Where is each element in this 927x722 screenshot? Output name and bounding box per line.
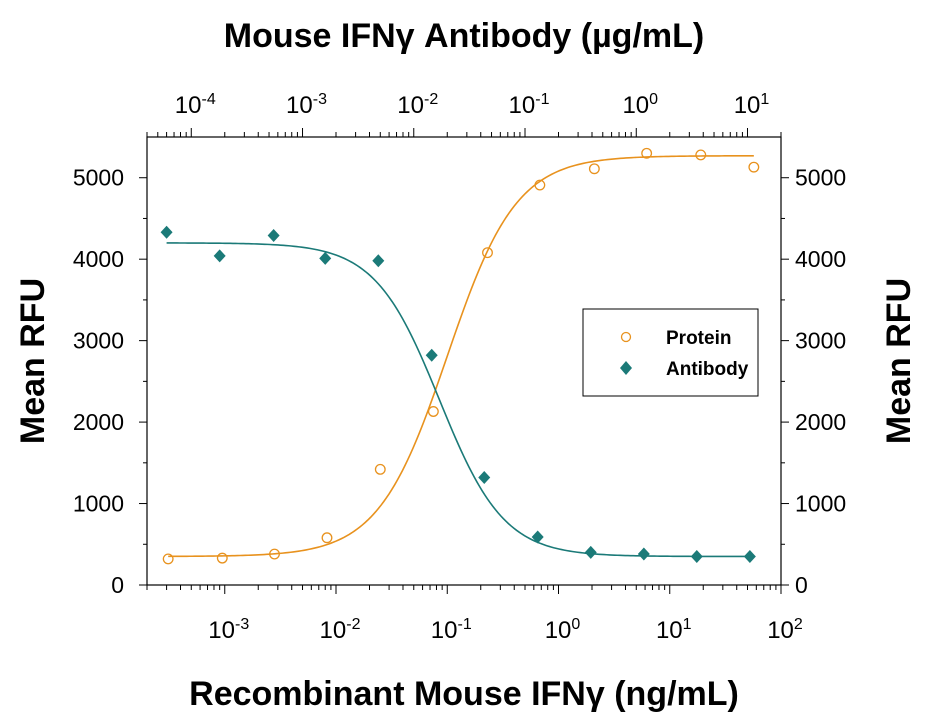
data-point-protein (695, 149, 707, 161)
legend-protein-label: Protein (666, 328, 731, 349)
y-tick-label: 5000 (73, 165, 124, 191)
fit-curve-antibody (166, 242, 750, 558)
x2-tick-label: 10-2 (397, 91, 438, 119)
y-axis-title-left: Mean RFU (14, 278, 52, 444)
x2-axis-title: Mouse IFNγ Antibody (µg/mL) (224, 17, 704, 55)
x2-tick-label: 10-4 (175, 91, 216, 119)
y2-tick-label: 5000 (795, 165, 846, 191)
data-point-protein (269, 548, 280, 560)
data-point-protein (641, 147, 653, 159)
data-point-protein (216, 552, 228, 564)
x2-tick-label: 101 (734, 91, 770, 119)
legend-antibody-marker (620, 361, 632, 375)
y2-tick-label: 4000 (795, 246, 846, 272)
data-point-antibody (372, 254, 385, 268)
data-point-antibody (267, 229, 280, 243)
x-tick-label: 10-3 (208, 616, 249, 644)
data-point-antibody (213, 249, 226, 263)
legend-box (582, 308, 759, 397)
x-tick-label: 10-1 (431, 616, 472, 644)
x-axis-title: Recombinant Mouse IFNγ (ng/mL) (189, 675, 739, 713)
data-point-antibody (531, 530, 544, 544)
data-point-antibody (425, 348, 438, 362)
x-tick-label: 10-2 (320, 616, 361, 644)
y-tick-label: 1000 (73, 491, 124, 517)
y-tick-label: 0 (111, 572, 124, 598)
data-point-antibody (584, 545, 597, 559)
data-point-protein (588, 163, 600, 175)
y-tick-label: 2000 (73, 409, 124, 435)
x2-tick-label: 10-3 (286, 91, 327, 119)
legend: Protein Antibody (582, 308, 759, 397)
x-tick-label: 100 (545, 616, 581, 644)
y-tick-label: 4000 (73, 246, 124, 272)
x-tick-label: 101 (656, 616, 692, 644)
data-point-antibody (319, 251, 332, 265)
fit-curve-protein (168, 154, 754, 558)
data-point-protein (748, 161, 760, 173)
legend-antibody-label: Antibody (666, 359, 749, 380)
legend-protein-marker (620, 331, 632, 343)
y2-axis-title-right: Mean RFU (880, 278, 918, 444)
data-point-protein (162, 553, 174, 565)
data-point-antibody (690, 549, 703, 563)
curves-layer (166, 154, 754, 558)
data-point-antibody (160, 225, 173, 239)
ticks-layer: 0 0 1000 1000 2000 2000 3000 3000 4000 4000 5000 50… (73, 91, 846, 644)
data-point-protein (321, 532, 333, 544)
data-point-antibody (743, 549, 756, 563)
data-point-protein (534, 179, 546, 191)
y2-tick-label: 3000 (795, 328, 846, 354)
x2-tick-label: 10-1 (509, 91, 550, 119)
plot-frame (146, 136, 782, 586)
data-point-protein (482, 247, 493, 259)
points-layer (160, 147, 760, 565)
x-tick-label: 102 (767, 616, 803, 644)
y2-tick-label: 0 (795, 572, 808, 598)
y2-tick-label: 2000 (795, 409, 846, 435)
data-point-protein (374, 463, 386, 475)
x2-tick-label: 100 (622, 91, 658, 119)
y2-tick-label: 1000 (795, 491, 846, 517)
data-point-protein (427, 406, 439, 417)
y-tick-label: 3000 (73, 328, 124, 354)
data-point-antibody (478, 470, 491, 484)
data-point-antibody (637, 547, 650, 561)
